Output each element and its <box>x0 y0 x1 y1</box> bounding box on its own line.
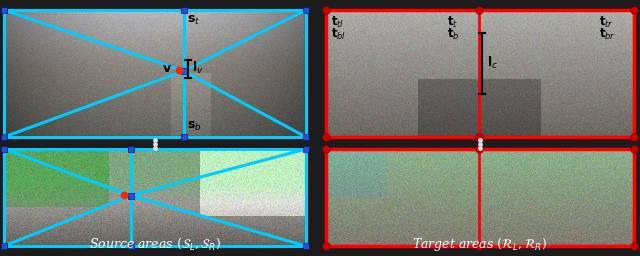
Text: $\mathbf{t}_{bl}$: $\mathbf{t}_{bl}$ <box>331 27 346 42</box>
Text: $\mathbf{t}_{tl}$: $\mathbf{t}_{tl}$ <box>331 15 344 30</box>
Text: Source areas $(\mathcal{S}_L, \mathcal{S}_R)$: Source areas $(\mathcal{S}_L, \mathcal{S… <box>89 237 221 253</box>
Text: $\mathbf{l}_v$: $\mathbf{l}_v$ <box>192 60 204 76</box>
Text: $\mathbf{t}_{t}$: $\mathbf{t}_{t}$ <box>447 15 458 30</box>
Text: $\mathbf{t}_{br}$: $\mathbf{t}_{br}$ <box>599 27 616 42</box>
Text: $\mathbf{t}_{tr}$: $\mathbf{t}_{tr}$ <box>599 15 614 30</box>
Text: $\mathbf{v}$: $\mathbf{v}$ <box>162 62 172 76</box>
Text: $\mathbf{t}_{b}$: $\mathbf{t}_{b}$ <box>447 27 460 42</box>
Bar <box>4 10 306 137</box>
Text: $\mathbf{l}_c$: $\mathbf{l}_c$ <box>487 55 498 71</box>
Text: $\mathbf{s}_t$: $\mathbf{s}_t$ <box>187 14 200 27</box>
Bar <box>326 10 634 137</box>
Bar <box>4 149 306 246</box>
Text: Target areas $(\mathcal{R}_L, \mathcal{R}_R)$: Target areas $(\mathcal{R}_L, \mathcal{R… <box>412 236 548 253</box>
Bar <box>326 149 634 246</box>
Text: $\mathbf{s}_b$: $\mathbf{s}_b$ <box>187 120 202 133</box>
